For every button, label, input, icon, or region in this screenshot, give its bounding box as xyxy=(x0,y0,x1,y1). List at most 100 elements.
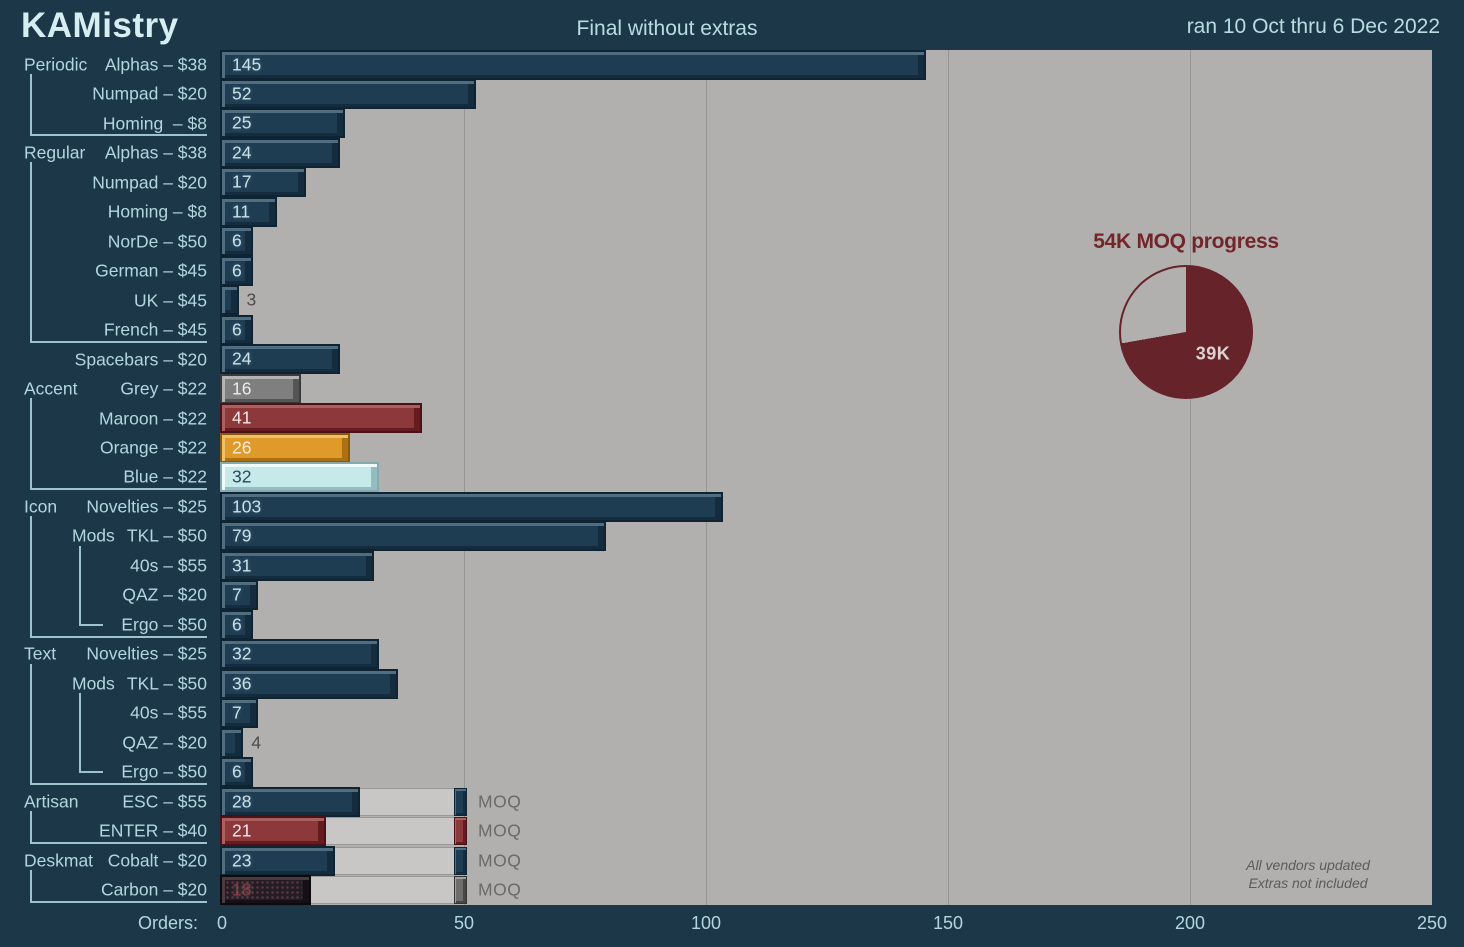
bar-row-label: Mods TKL – $50 xyxy=(0,669,222,698)
bar: 11 xyxy=(222,198,276,225)
item-label: Numpad – $20 xyxy=(92,172,207,193)
bar: 6 xyxy=(222,228,252,255)
item-label: Homing – $8 xyxy=(107,201,207,222)
item-label: Spacebars – $20 xyxy=(74,349,207,370)
bar-row-label: Spacebars – $20 xyxy=(0,345,222,374)
bar-row-label: Homing – $8 xyxy=(0,197,222,226)
group-name: Deskmat xyxy=(24,850,94,871)
bar-value: 32 xyxy=(232,466,252,487)
bar-value: 25 xyxy=(232,112,252,133)
bar-value: 32 xyxy=(232,643,252,664)
bar-value: 6 xyxy=(232,761,242,782)
bar-row-label: French – $45 xyxy=(0,315,222,344)
item-label: French – $45 xyxy=(103,319,207,340)
bar-row-label: Carbon – $20 xyxy=(0,876,222,905)
subgroup-name: Mods xyxy=(72,525,115,546)
x-tick-label: 200 xyxy=(1174,913,1206,933)
item-label: ESC – $55 xyxy=(122,791,207,812)
bar: 36 xyxy=(222,670,397,697)
subgroup-bracket xyxy=(79,693,103,774)
bar: 6 xyxy=(222,316,252,343)
bar: 32 xyxy=(222,464,377,491)
item-label: Blue – $22 xyxy=(123,466,207,487)
annotation-note: All vendors updated Extras not included xyxy=(1228,856,1388,893)
group-bracket xyxy=(30,870,207,903)
bar: 6 xyxy=(222,759,252,786)
item-label: Ergo – $50 xyxy=(121,614,207,635)
group-bracket xyxy=(30,74,207,137)
date-range: ran 10 Oct thru 6 Dec 2022 xyxy=(1186,15,1440,38)
bar-row-label: Deskmat Cobalt – $20 xyxy=(0,846,222,875)
bar xyxy=(222,729,242,756)
moq-label: MOQ xyxy=(478,791,522,812)
group-bracket xyxy=(30,162,207,343)
group-name: Text xyxy=(24,643,57,664)
bar-row-label: QAZ – $20 xyxy=(0,728,222,757)
group-name: Periodic xyxy=(24,54,88,75)
bar-row-label: Orange – $22 xyxy=(0,433,222,462)
bar-row-label: Icon Novelties – $25 xyxy=(0,492,222,521)
item-label: Numpad – $20 xyxy=(92,83,207,104)
group-name: Regular xyxy=(24,142,86,163)
item-label: Alphas – $38 xyxy=(104,142,207,163)
bar-value: 21 xyxy=(232,820,252,841)
bar: 16 xyxy=(222,375,300,402)
bar-row-label: UK – $45 xyxy=(0,286,222,315)
item-label: Novelties – $25 xyxy=(86,643,207,664)
bar-row-label: Accent Grey – $22 xyxy=(0,374,222,403)
moq-label: MOQ xyxy=(478,850,522,871)
plot-area: 145 52 25 24 17 11 6 6 3 6 24 16 41 26 32 103 79 31 7 6 32 36… xyxy=(222,50,1432,905)
moq-cap xyxy=(455,847,466,874)
grid-line xyxy=(706,50,707,905)
item-label: Carbon – $20 xyxy=(100,879,207,900)
bar-value: 79 xyxy=(232,525,252,546)
bar-row-label: Ergo – $50 xyxy=(0,610,222,639)
bar-row-label: 40s – $55 xyxy=(0,699,222,728)
moq-cap xyxy=(455,877,466,904)
bar-value: 103 xyxy=(232,496,262,517)
x-tick-label: 150 xyxy=(932,913,964,933)
item-label: Cobalt – $20 xyxy=(107,850,207,871)
bar: 28 xyxy=(222,788,358,815)
bar-value: 28 xyxy=(232,791,252,812)
bar: 25 xyxy=(222,110,343,137)
item-label: Ergo – $50 xyxy=(121,761,207,782)
bar: 31 xyxy=(222,552,373,579)
bar-row-label: Artisan ESC – $55 xyxy=(0,787,222,816)
bar: 7 xyxy=(222,582,256,609)
group-bracket xyxy=(30,398,207,491)
moq-label: MOQ xyxy=(478,879,522,900)
group-bracket xyxy=(30,516,207,638)
bar-row-label: Periodic Alphas – $38 xyxy=(0,50,222,79)
bar-value: 6 xyxy=(232,260,242,281)
bar: 18 xyxy=(222,877,310,904)
bar-row-label: Blue – $22 xyxy=(0,463,222,492)
bar-row-label: NorDe – $50 xyxy=(0,227,222,256)
bar-value: 26 xyxy=(232,437,252,458)
subgroup-name: Mods xyxy=(72,673,115,694)
bar-row-label: German – $45 xyxy=(0,256,222,285)
bar: 6 xyxy=(222,257,252,284)
subgroup-bracket xyxy=(79,545,103,626)
group-bracket xyxy=(30,811,207,845)
bar-row-label: Numpad – $20 xyxy=(0,168,222,197)
group-bracket xyxy=(30,663,207,786)
group-name: Artisan xyxy=(24,791,79,812)
item-label: ENTER – $40 xyxy=(99,820,207,841)
bar: 32 xyxy=(222,641,377,668)
bar-value: 145 xyxy=(232,54,262,74)
bar-row-label: Ergo – $50 xyxy=(0,758,222,787)
bar-value: 24 xyxy=(232,142,252,163)
group-name: Accent xyxy=(24,378,78,399)
x-axis-title: Orders: xyxy=(137,913,198,933)
bar-value: 23 xyxy=(232,850,252,871)
grid-line xyxy=(464,50,465,905)
bar-row-label: QAZ – $20 xyxy=(0,581,222,610)
bar-row-label: Mods TKL – $50 xyxy=(0,522,222,551)
x-tick-label: 50 xyxy=(453,913,475,933)
item-label: Homing – $8 xyxy=(102,113,207,134)
bar: 6 xyxy=(222,611,252,638)
item-label: 40s – $55 xyxy=(130,555,207,576)
annotation-line-2: Extras not included xyxy=(1248,875,1368,892)
